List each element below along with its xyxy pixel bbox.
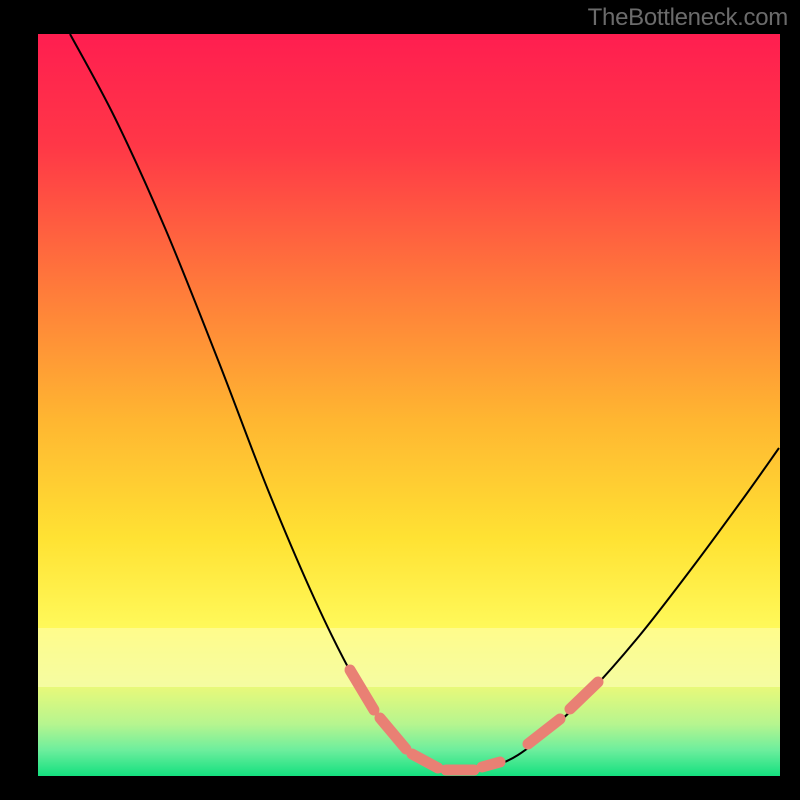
bottleneck-curve bbox=[70, 34, 779, 773]
watermark-text: TheBottleneck.com bbox=[588, 4, 788, 32]
optimal-range-segment bbox=[482, 762, 500, 767]
optimal-range-segment bbox=[528, 719, 560, 744]
curve-overlay bbox=[0, 0, 800, 800]
optimal-range-segment bbox=[380, 718, 406, 749]
optimal-range-segment bbox=[570, 682, 598, 709]
optimal-range-segment bbox=[350, 670, 374, 710]
optimal-range-segment bbox=[412, 754, 438, 768]
